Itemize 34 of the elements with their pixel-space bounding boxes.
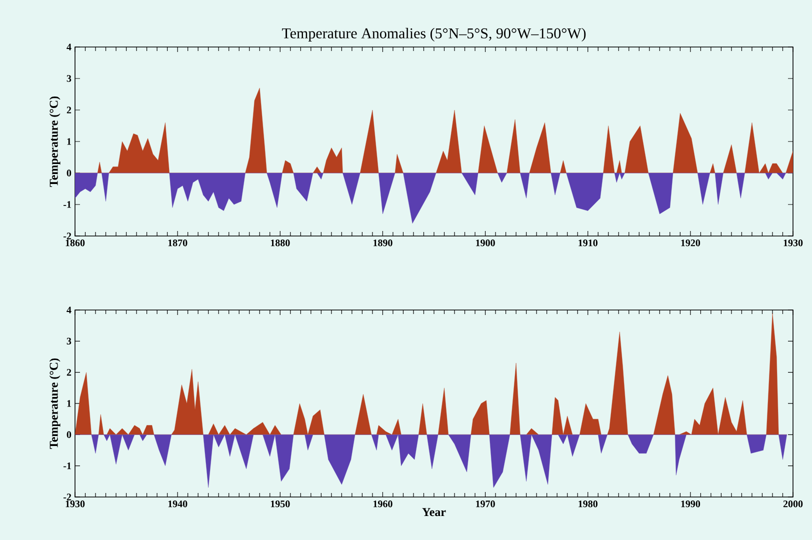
y-tick-label: -2 bbox=[64, 494, 72, 500]
x-tick-label: 1990 bbox=[681, 500, 700, 508]
y-tick-label: 0 bbox=[66, 170, 72, 176]
y-tick-label: 1 bbox=[67, 400, 71, 407]
y-tick-label: 3 bbox=[66, 338, 72, 345]
x-tick-label: 1930 bbox=[784, 240, 803, 246]
chart-title: Temperature Anomalies (5°N–5°S, 90°W–150°W) bbox=[282, 28, 586, 42]
y-axis-title: Temperature (°C) bbox=[49, 96, 60, 187]
y-tick-label: 2 bbox=[66, 369, 72, 376]
x-tick-label: 1980 bbox=[578, 500, 598, 508]
x-tick-label: 1950 bbox=[270, 500, 290, 508]
x-tick-label: 2000 bbox=[783, 500, 803, 508]
x-tick-label: 1900 bbox=[476, 240, 495, 246]
x-tick-label: 1920 bbox=[681, 240, 700, 246]
x-tick-label: 1970 bbox=[476, 500, 495, 508]
y-tick-label: 1 bbox=[67, 138, 71, 145]
x-tick-label: 1880 bbox=[270, 240, 290, 246]
y-tick-label: 0 bbox=[66, 431, 72, 438]
x-tick-label: 1910 bbox=[578, 240, 598, 246]
x-tick-label: 1960 bbox=[374, 500, 392, 508]
y-tick-label: -1 bbox=[64, 462, 71, 470]
y-tick-label: -2 bbox=[64, 232, 72, 240]
y-tick-label: 4 bbox=[66, 306, 72, 314]
x-axis-title: Year bbox=[422, 508, 446, 516]
x-tick-label: 1860 bbox=[66, 240, 85, 246]
x-tick-label: 1890 bbox=[374, 240, 392, 246]
x-tick-label: 1870 bbox=[168, 240, 188, 246]
y-tick-label: 2 bbox=[66, 106, 72, 114]
x-tick-label: 1940 bbox=[168, 500, 188, 508]
y-tick-label: 4 bbox=[66, 44, 72, 50]
y-tick-label: -1 bbox=[64, 201, 71, 208]
y-tick-label: 3 bbox=[66, 75, 72, 82]
y-axis-title: Temperature (°C) bbox=[49, 358, 60, 449]
x-tick-label: 1930 bbox=[66, 500, 85, 508]
